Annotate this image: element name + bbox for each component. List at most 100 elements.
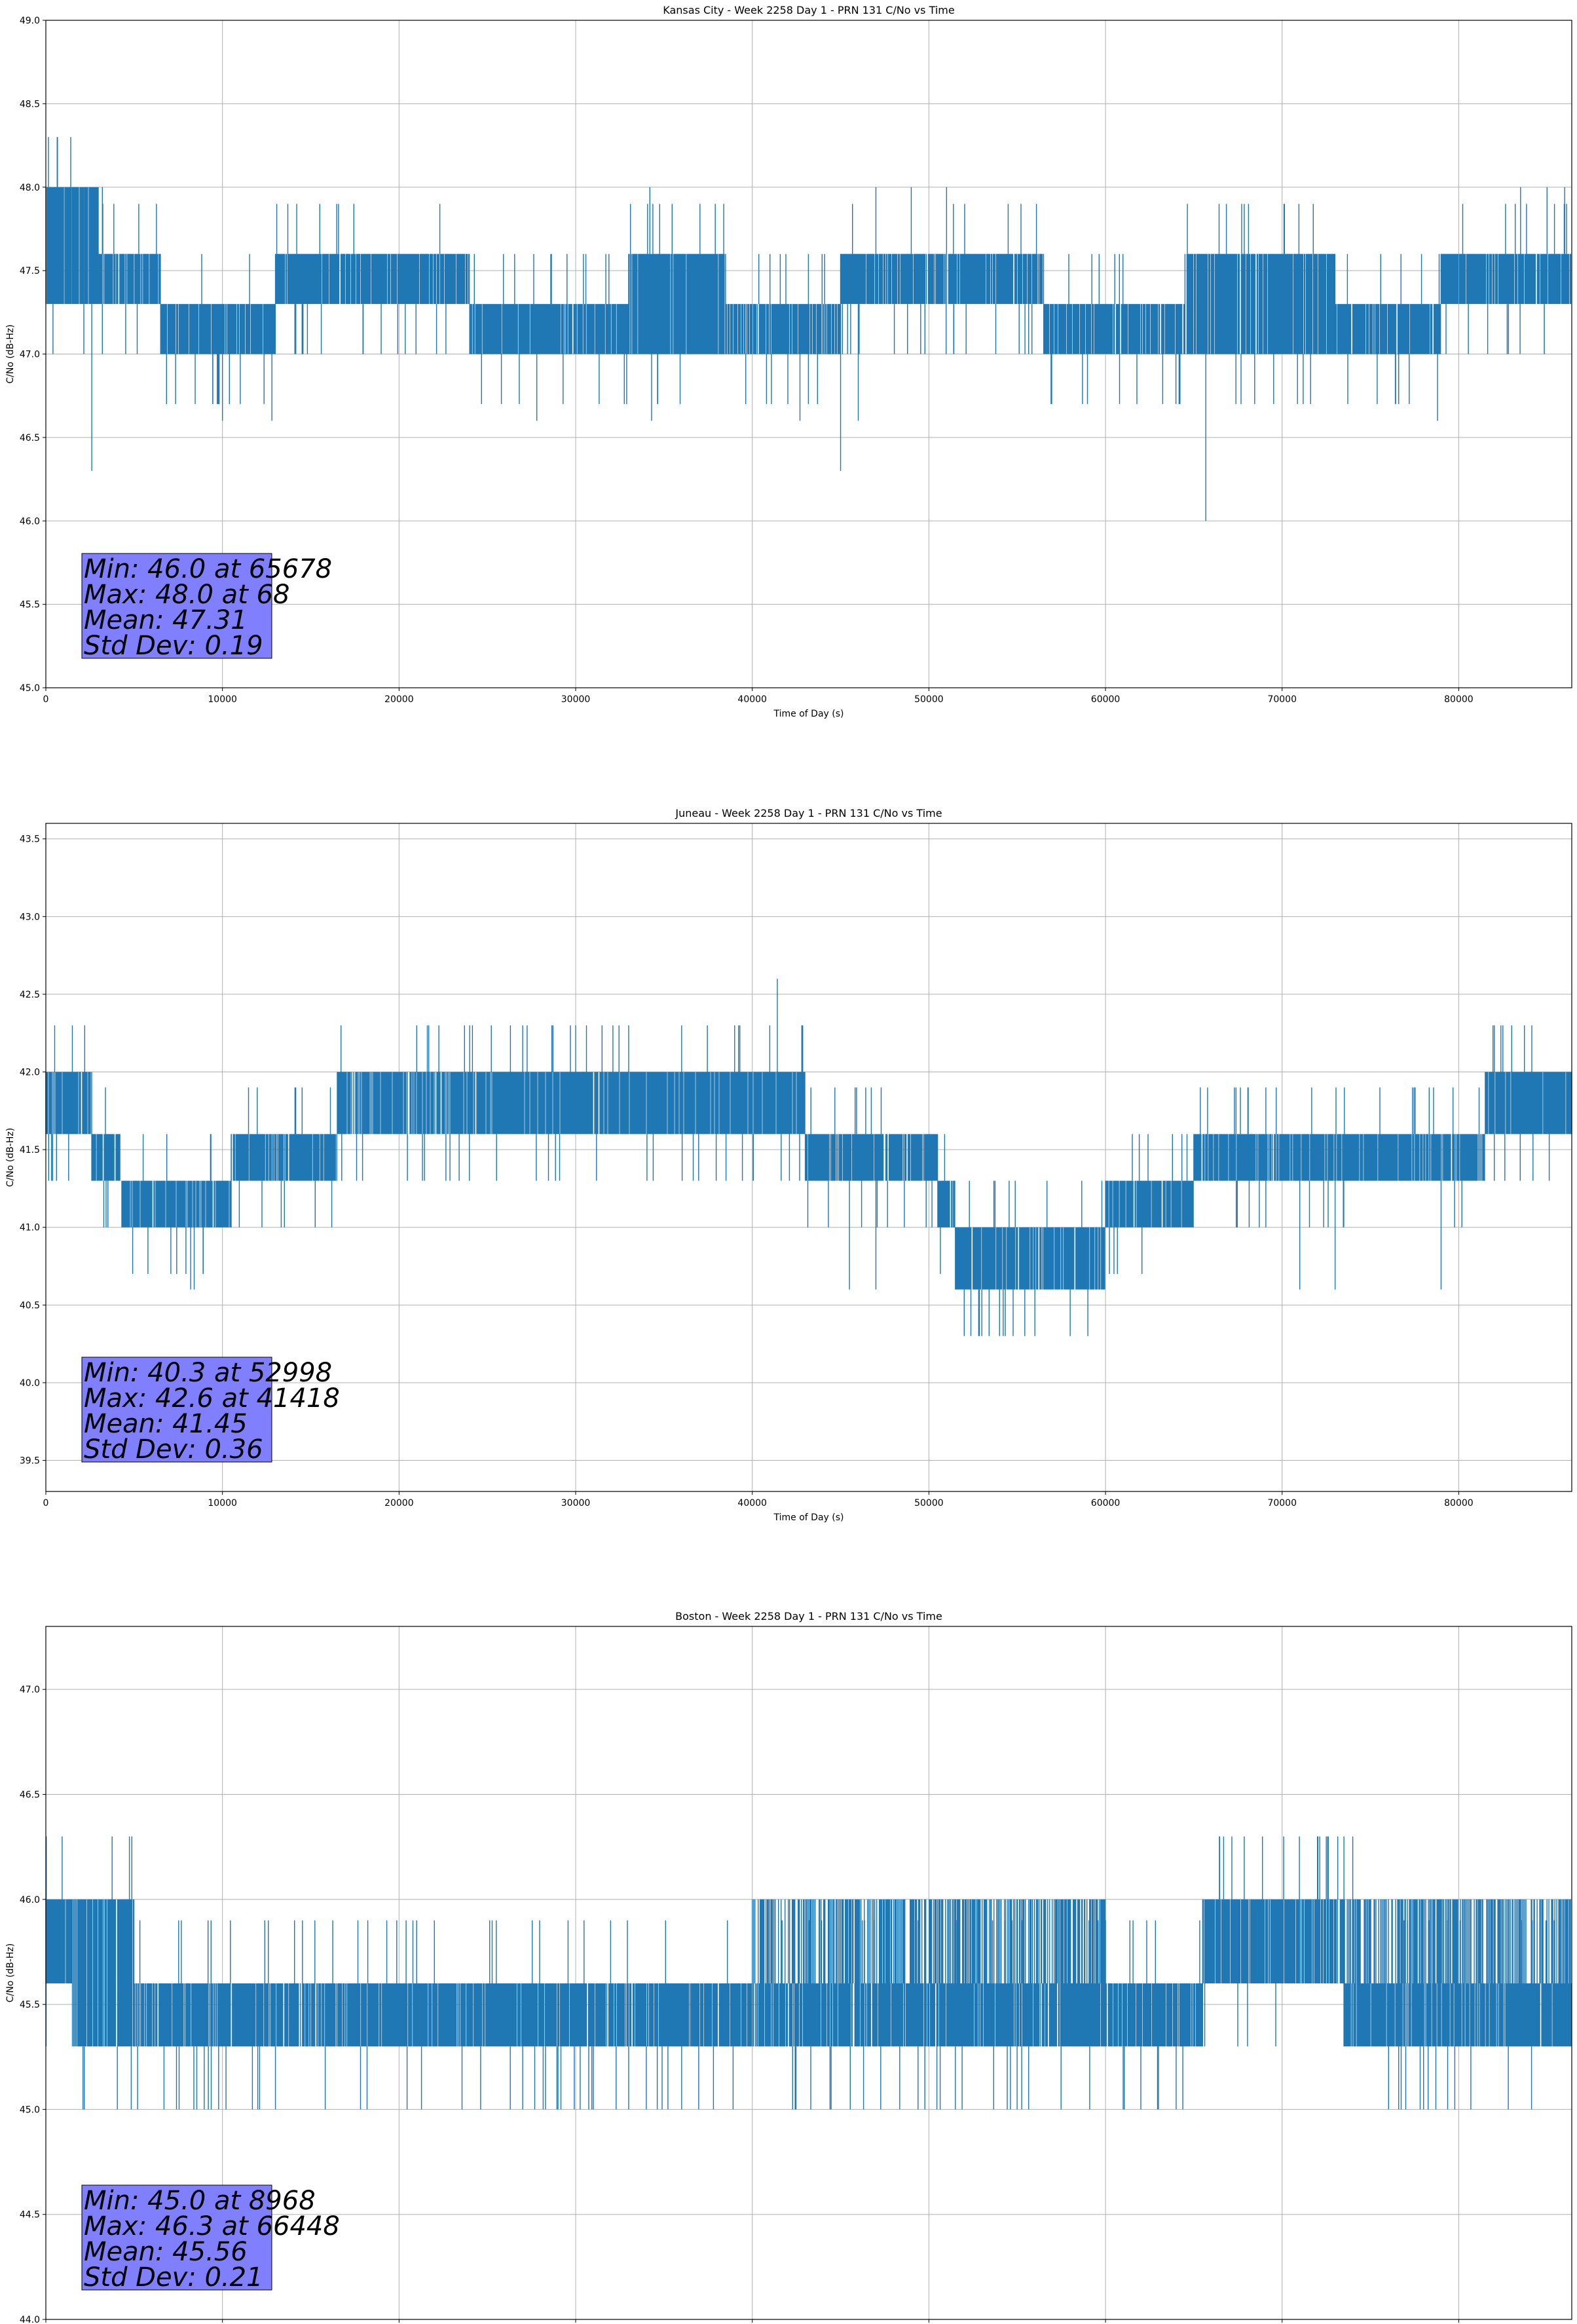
chart-kansas-city: Kansas City - Week 2258 Day 1 - PRN 131 … [5,4,1572,719]
series-flicker [48,137,1567,404]
stats-line: Std Dev: 0.19 [84,631,263,661]
x-tick-label: 30000 [561,694,591,705]
x-tick-label: 40000 [737,1498,767,1509]
series-line [45,137,1572,521]
series-band [274,253,470,305]
y-tick-label: 48.5 [20,99,40,109]
series-flicker [45,1836,1568,2110]
series-band [1184,253,1336,354]
stats-line: Max: 46.3 at 66448 [84,2211,340,2241]
x-tick-label: 10000 [208,694,237,705]
y-axis: 44.0 44.5 45.0 45.5 46.0 46.5 47.0 [20,1685,46,2324]
series-band [725,304,841,354]
series-band [1043,304,1185,354]
x-tick-label: 40000 [737,694,767,705]
grid [46,823,1572,1491]
y-tick-label: 43.5 [20,834,40,845]
series-band [955,1227,1105,1290]
y-tick-label: 43.0 [20,912,40,922]
stats-line: Max: 42.6 at 41418 [84,1383,340,1414]
y-tick-label: 47.0 [20,350,40,360]
x-tick-label: 80000 [1444,694,1474,705]
series-flicker [48,1025,1550,1336]
y-tick-label: 41.0 [20,1223,40,1233]
y-tick-label: 46.5 [20,433,40,443]
stats-line: Max: 48.0 at 68 [84,580,289,610]
series-band [91,1134,121,1181]
series-band [804,1134,938,1181]
plot-frame [45,823,1572,1492]
series-band [752,1899,1106,1983]
y-tick-label: 44.0 [20,2315,40,2324]
series-band [469,304,629,354]
stats-line: Mean: 41.45 [84,1409,248,1439]
chart-title: Kansas City - Week 2258 Day 1 - PRN 131 … [663,4,954,16]
x-tick-label: 20000 [384,1498,414,1509]
series-band [231,1134,337,1181]
series-line [45,979,1572,1336]
series-line [45,1836,1572,2110]
series-band [160,304,276,354]
y-tick-label: 45.0 [20,683,40,694]
y-tick-label: 46.5 [20,1790,40,1800]
series-band [1440,253,1572,305]
x-tick-label: 30000 [561,1498,591,1509]
series-band [71,1899,135,2047]
plot-frame [45,1626,1572,2320]
y-tick-label: 49.0 [20,16,40,26]
stats-line: Min: 46.0 at 65678 [84,554,332,584]
stats-line: Mean: 47.31 [84,605,248,635]
y-tick-label: 42.5 [20,990,40,1000]
chart-title: Boston - Week 2258 Day 1 - PRN 131 C/No … [675,1610,942,1622]
y-tick-label: 39.5 [20,1456,40,1467]
x-axis: 0100002000030000400005000060000700008000… [45,2319,1459,2323]
series-band [1334,304,1441,354]
x-tick-label: 0 [43,694,49,705]
series-band [840,253,1045,305]
x-tick-label: 60000 [1091,1498,1121,1509]
y-axis: 39.5 40.0 40.5 41.0 41.5 42.0 42.5 43.0 43.5 [20,834,46,1467]
x-tick-label: 0 [43,1498,49,1509]
stats-box-background [81,2184,272,2291]
series-band [98,253,161,305]
y-tick-label: 44.5 [20,2210,40,2221]
y-tick-label: 46.0 [20,516,40,527]
y-tick-label: 45.5 [20,2000,40,2010]
y-tick-label: 42.0 [20,1068,40,1078]
y-axis-label: C/No (dB-Hz) [5,324,16,383]
series-band [513,1983,691,2047]
series-band [1343,1899,1571,1983]
y-tick-label: 48.0 [20,183,40,193]
y-tick-label: 40.0 [20,1378,40,1389]
stats-line: Min: 40.3 at 52998 [84,1358,332,1388]
y-tick-label: 46.0 [20,1895,40,1905]
y-tick-label: 47.5 [20,266,40,276]
y-tick-label: 45.0 [20,2105,40,2115]
series-band [45,1072,92,1134]
x-tick-label: 80000 [1444,1498,1474,1509]
series-band [1105,1180,1194,1228]
stats-line: Min: 45.0 at 8968 [84,2186,316,2216]
chart-title: Juneau - Week 2258 Day 1 - PRN 131 C/No … [675,807,942,819]
series-band [45,1899,73,1983]
series-band [1485,1072,1572,1134]
y-tick-label: 40.5 [20,1300,40,1311]
series-band [337,1072,806,1134]
stats-line: Std Dev: 0.21 [84,2262,263,2293]
x-tick-label: 70000 [1267,1498,1297,1509]
series-band [1193,1134,1485,1181]
chart-boston: Boston - Week 2258 Day 1 - PRN 131 C/No … [5,1610,1572,2324]
series-band [981,1983,1203,2047]
x-tick-label: 50000 [914,694,944,705]
y-axis-label: C/No (dB-Hz) [5,1943,16,2002]
series-band [690,1983,982,2047]
x-tick-label: 50000 [914,1498,944,1509]
stats-line: Mean: 45.56 [84,2237,248,2267]
series-band [1202,1899,1345,1983]
